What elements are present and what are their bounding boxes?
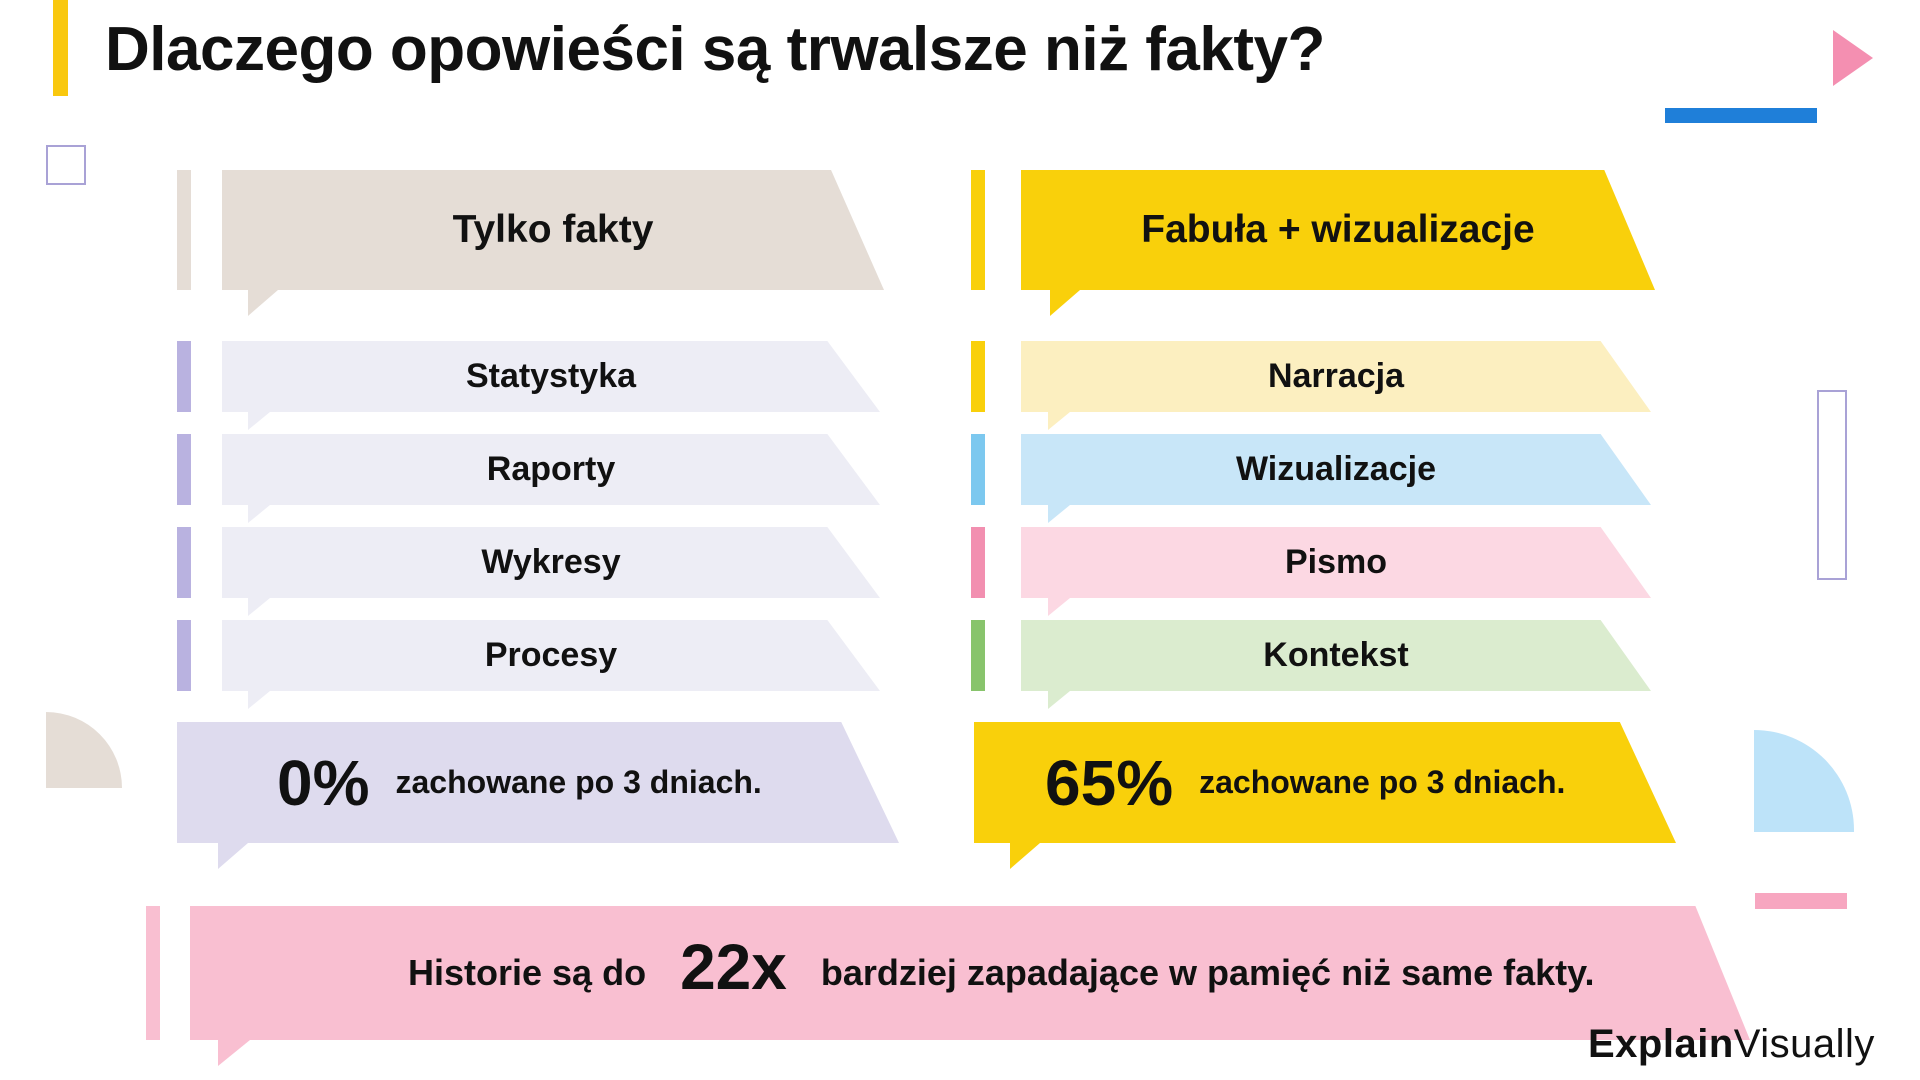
left-retained-text: zachowane po 3 dniach. (395, 764, 762, 800)
left-item-tail (248, 412, 270, 430)
right-header-tail (1050, 290, 1080, 316)
right-percent: 65% (1045, 746, 1174, 819)
left-item-tail (248, 598, 270, 616)
left-item-label: Wykresy (481, 543, 621, 581)
right-item-stripe (971, 434, 985, 505)
right-header-banner: Fabuła + wizualizacje (1021, 170, 1655, 290)
right-item-tail (1048, 412, 1070, 430)
title-accent-bar (53, 0, 68, 96)
brand-logo-part2: Visually (1733, 1022, 1875, 1066)
decor-rect-outline (1817, 390, 1847, 580)
bottom-suffix: bardziej zapadające w pamięć niż same fa… (820, 952, 1595, 993)
decor-pink-bar (1755, 893, 1847, 909)
bottom-stripe (146, 906, 160, 1040)
left-item-stripe (177, 527, 191, 598)
brand-logo-part1: Explain (1588, 1022, 1734, 1066)
left-header-banner: Tylko fakty (222, 170, 884, 290)
right-item-label: Kontekst (1263, 636, 1409, 674)
right-result-tail (1010, 843, 1040, 869)
left-item-wykresy: Wykresy (222, 527, 880, 598)
right-retained-text: zachowane po 3 dniach. (1199, 764, 1566, 800)
left-item-raporty: Raporty (222, 434, 880, 505)
brand-logo: ExplainVisually (1588, 1022, 1875, 1067)
right-item-pismo: Pismo (1021, 527, 1651, 598)
bottom-prefix: Historie są do (408, 952, 647, 993)
left-header-label: Tylko fakty (452, 208, 654, 251)
decor-beige-quarter (46, 712, 122, 788)
left-item-statystyka: Statystyka (222, 341, 880, 412)
decor-blue-bar (1665, 108, 1817, 123)
bottom-multiplier: 22x (680, 931, 787, 1003)
right-item-stripe (971, 620, 985, 691)
bottom-banner: Historie są do 22x bardziej zapadające w… (190, 906, 1750, 1040)
left-header-tail (248, 290, 278, 316)
left-item-label: Procesy (484, 636, 618, 674)
bottom-tail (218, 1040, 250, 1066)
left-item-label: Raporty (486, 450, 616, 488)
left-item-tail (248, 691, 270, 709)
left-percent: 0% (277, 746, 370, 819)
page-title: Dlaczego opowieści są trwalsze niż fakty… (105, 15, 1325, 84)
left-result-tail (218, 843, 248, 869)
left-item-label: Statystyka (465, 357, 637, 395)
left-item-stripe (177, 341, 191, 412)
left-item-stripe (177, 434, 191, 505)
left-header-stripe (177, 170, 191, 290)
left-item-procesy: Procesy (222, 620, 880, 691)
right-item-wizualizacje: Wizualizacje (1021, 434, 1651, 505)
right-header-stripe (971, 170, 985, 290)
left-item-stripe (177, 620, 191, 691)
right-item-tail (1048, 598, 1070, 616)
right-item-stripe (971, 527, 985, 598)
right-item-label: Wizualizacje (1236, 450, 1436, 488)
left-result-box: 0% zachowane po 3 dniach. (177, 722, 899, 843)
decor-pink-triangle (1833, 30, 1873, 86)
right-item-kontekst: Kontekst (1021, 620, 1651, 691)
right-header-label: Fabuła + wizualizacje (1141, 208, 1535, 251)
right-item-label: Pismo (1284, 543, 1388, 581)
decor-blue-quarter (1754, 730, 1854, 832)
right-item-tail (1048, 691, 1070, 709)
right-item-label: Narracja (1267, 357, 1405, 395)
decor-square-outline (46, 145, 86, 185)
right-item-stripe (971, 341, 985, 412)
right-result-box: 65% zachowane po 3 dniach. (974, 722, 1676, 843)
right-item-narracja: Narracja (1021, 341, 1651, 412)
right-item-tail (1048, 505, 1070, 523)
left-item-tail (248, 505, 270, 523)
